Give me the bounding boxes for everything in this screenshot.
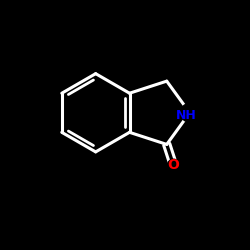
- Text: O: O: [168, 158, 179, 172]
- Text: NH: NH: [176, 109, 197, 122]
- Circle shape: [168, 159, 180, 172]
- Circle shape: [180, 104, 199, 122]
